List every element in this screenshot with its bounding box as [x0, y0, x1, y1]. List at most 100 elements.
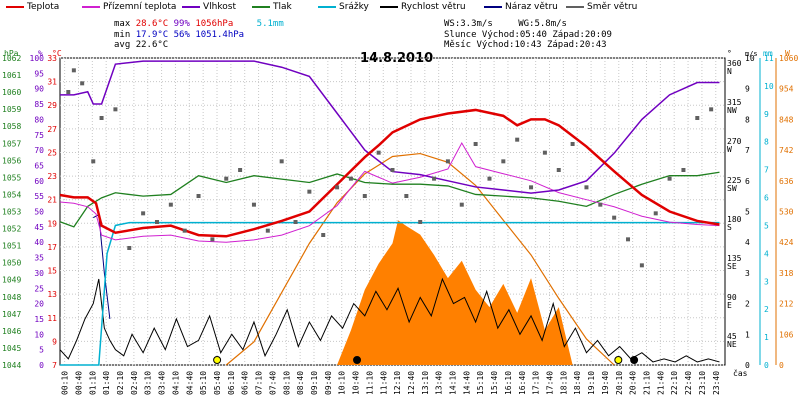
- humidity-tick: 55: [34, 192, 44, 201]
- solar-tick: 0: [779, 361, 784, 370]
- wind-dir-point: [473, 142, 478, 146]
- wind-dir-point: [487, 176, 492, 181]
- temp-tick: 29: [47, 101, 57, 110]
- wind-dir-point: [432, 176, 437, 181]
- time-tick: 07:10: [255, 371, 264, 395]
- pressure-tick: 1046: [2, 327, 21, 336]
- wind-dir-tick: 270: [727, 137, 742, 146]
- max-press: 1056hPa: [195, 19, 234, 29]
- min-temp: 17.9°C: [135, 30, 169, 40]
- humidity-tick: 40: [34, 238, 44, 247]
- legend-label: Směr větru: [587, 2, 638, 12]
- solar-tick: 742: [779, 146, 794, 155]
- series-temperature: [59, 108, 720, 238]
- rain-tick: 1: [764, 333, 769, 342]
- solar-tick: 848: [779, 115, 794, 124]
- time-tick: 08:10: [282, 371, 291, 395]
- wind-dir-point: [224, 176, 229, 181]
- time-tick: 18:40: [573, 371, 582, 395]
- wind-dir-tick: 45: [727, 332, 737, 341]
- wind-speed-tick: 6: [745, 177, 750, 186]
- wind-dir-point: [348, 176, 353, 181]
- time-tick: 19:40: [601, 371, 610, 395]
- pressure-tick: 1044: [2, 361, 21, 370]
- temp-tick: 25: [47, 148, 57, 157]
- legend-label: Přízemní teplota: [103, 2, 177, 12]
- avg-temp: 22.6°C: [135, 40, 169, 50]
- pressure-tick: 1061: [2, 71, 21, 80]
- pressure-tick: 1054: [2, 190, 21, 199]
- solar-unit: W: [785, 49, 790, 58]
- time-tick: 05:40: [213, 371, 222, 395]
- wind-dir-tick: NE: [727, 340, 737, 349]
- max-temp: 28.6°C: [135, 19, 169, 29]
- wind-dir-point: [501, 159, 506, 164]
- wind-dir-point: [653, 211, 658, 216]
- wind-dir-point: [182, 228, 187, 233]
- time-tick: 22:40: [684, 371, 693, 395]
- wind-dir-tick: NW: [727, 106, 737, 115]
- pressure-tick: 1048: [2, 293, 21, 302]
- rain-tick: 5: [764, 221, 769, 230]
- wind-dir-point: [66, 90, 71, 94]
- legend-label: Tlak: [273, 2, 292, 12]
- wind-dir-tick: E: [727, 301, 732, 310]
- legend-item: Vlhkost: [182, 2, 236, 12]
- time-tick: 18:10: [559, 371, 568, 395]
- wind-dir-point: [404, 194, 409, 198]
- legend-item: Rychlost větru: [380, 2, 466, 12]
- solar-tick: 636: [779, 177, 794, 186]
- humidity-tick: 90: [34, 85, 44, 94]
- wind-dir-point: [113, 107, 118, 112]
- series-wind-speed: [59, 277, 720, 363]
- pressure-tick: 1055: [2, 173, 21, 182]
- humidity-unit: %: [38, 49, 43, 58]
- solar-tick: 212: [779, 300, 794, 309]
- solar-tick: 106: [779, 330, 794, 339]
- humidity-tick: 95: [34, 69, 44, 78]
- time-tick: 22:10: [670, 371, 679, 395]
- time-tick: 04:10: [171, 371, 180, 395]
- wind-dir-tick: SE: [727, 262, 737, 271]
- wind-dir-tick: S: [727, 223, 732, 232]
- wind-dir-point: [556, 168, 561, 172]
- wind-speed-tick: 9: [745, 85, 750, 94]
- wind-dir-point: [376, 150, 381, 155]
- max-label: max: [114, 19, 131, 29]
- pressure-tick: 1045: [2, 344, 21, 353]
- wind-dir-tick: 360: [727, 59, 742, 68]
- time-tick: 03:10: [144, 371, 153, 395]
- time-tick: 14:10: [449, 371, 458, 395]
- avg-label: avg: [114, 40, 131, 50]
- temp-tick: 9: [52, 337, 57, 346]
- wind-dir-point: [529, 185, 534, 190]
- wind-unit: m/s: [745, 50, 758, 58]
- wind-speed-tick: 0: [745, 361, 750, 370]
- wind-speed-tick: 1: [745, 330, 750, 339]
- wind-dir-point: [681, 168, 686, 172]
- legend-swatch: [82, 5, 100, 8]
- solar-tick: 530: [779, 208, 794, 217]
- pressure-tick: 1050: [2, 259, 21, 268]
- wind-gust-max: WG:5.8m/s: [518, 19, 567, 29]
- time-tick: 09:10: [310, 371, 319, 395]
- time-tick: 20:40: [629, 371, 638, 395]
- time-tick: 03:40: [158, 371, 167, 395]
- dir-unit: °: [727, 49, 732, 58]
- time-tick: 12:40: [407, 371, 416, 395]
- min-label: min: [114, 30, 131, 40]
- temp-unit: °C: [52, 49, 62, 58]
- time-tick: 06:10: [227, 371, 236, 395]
- rain-tick: 3: [764, 277, 769, 286]
- legend-swatch: [566, 5, 584, 8]
- wind-dir-point: [293, 220, 298, 224]
- temp-tick: 27: [47, 125, 57, 134]
- pressure-tick: 1056: [2, 156, 21, 165]
- legend-item: Tlak: [252, 2, 292, 12]
- time-tick: 02:10: [116, 371, 125, 395]
- time-tick: 05:10: [199, 371, 208, 395]
- legend-item: Teplota: [6, 2, 59, 12]
- rain-tick: 0: [764, 361, 769, 370]
